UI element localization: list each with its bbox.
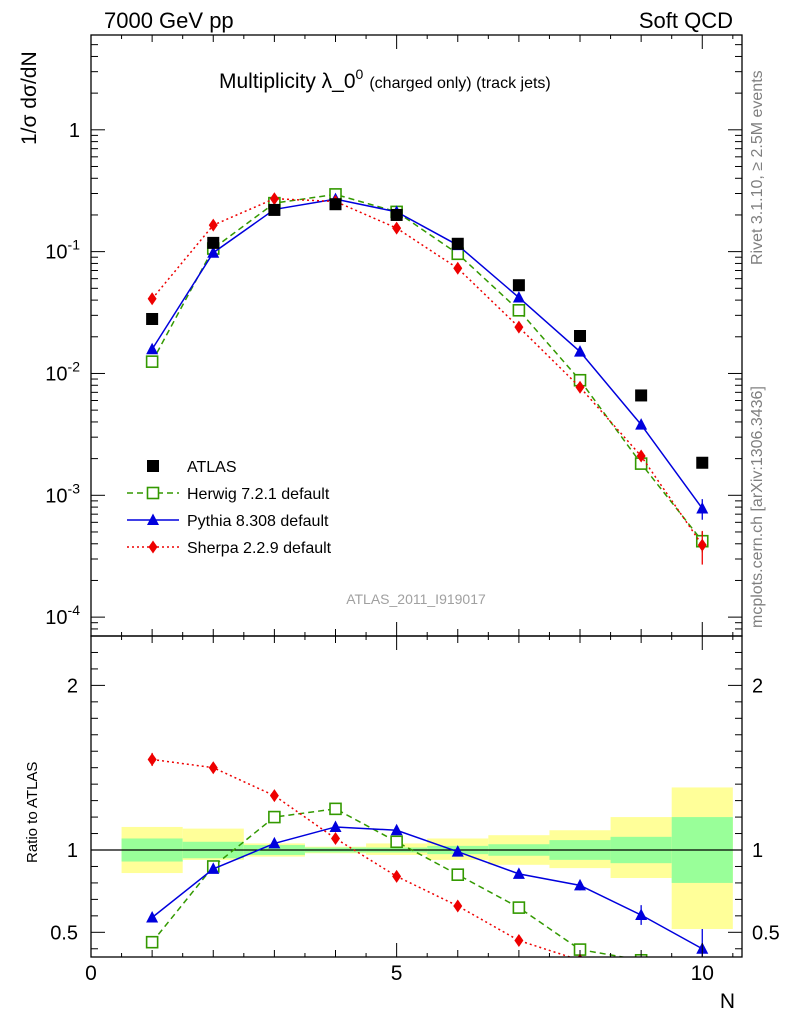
analysis-id: ATLAS_2011_I919017 — [346, 591, 486, 607]
ratio-point — [329, 802, 342, 816]
series-point — [512, 291, 525, 303]
ratio-y-tick-label: 1 — [67, 840, 78, 862]
x-tick-label: 5 — [391, 962, 403, 985]
ratio-y-tick-label-right: 2 — [752, 675, 763, 697]
data-point — [635, 389, 648, 402]
ratio-line-2 — [152, 758, 573, 957]
ratio-y-tick-label: 2 — [67, 675, 78, 697]
ratio-point — [268, 836, 281, 849]
data-point — [574, 330, 587, 343]
data-point — [512, 279, 525, 292]
ratio-point — [146, 910, 159, 923]
data-point — [329, 198, 342, 211]
series-point — [145, 355, 159, 368]
ratio-point — [453, 899, 463, 913]
ratio-point — [207, 862, 220, 874]
mcplots-reference-note: mcplots.cern.ch [arXiv:1306.3436] — [749, 386, 766, 628]
series-point — [512, 303, 526, 317]
ratio-point — [329, 820, 342, 832]
legend-marker-data — [147, 460, 159, 472]
series-point — [146, 342, 159, 355]
series-point — [207, 246, 220, 258]
series-point — [392, 221, 402, 235]
legend-label: Sherpa 2.2.9 default — [187, 540, 332, 557]
ratio-y-axis-label: Ratio to ATLAS — [24, 762, 41, 863]
y-tick-label: 10-4 — [45, 602, 80, 629]
plot-title: Multiplicity λ_00(charged only) (track j… — [219, 66, 551, 93]
axes: 0 5 10 10-4 10-3 10-2 10-1 1 0.5 0.5 1 1 2 2 — [45, 34, 780, 985]
y-tick-label: 10-2 — [45, 358, 80, 385]
ratio-y-tick-label-right: 0.5 — [752, 922, 780, 944]
series-point — [636, 449, 646, 463]
ratio-point — [208, 761, 218, 775]
data-point — [207, 236, 220, 249]
series-point — [147, 292, 157, 306]
series-point — [514, 320, 524, 334]
data-point — [451, 237, 464, 250]
ratio-point — [392, 869, 402, 883]
series-point — [575, 380, 585, 394]
data-point — [146, 312, 159, 325]
ratio-point — [390, 835, 403, 849]
legend: ATLAS Herwig 7.2.1 default Pythia 8.308 de… — [127, 459, 332, 557]
ratio-point — [512, 867, 525, 879]
data-point — [696, 456, 709, 469]
series-point — [574, 345, 587, 357]
legend-marker — [147, 513, 159, 525]
ratio-line-1 — [151, 826, 703, 950]
ratio-point — [147, 752, 157, 766]
ratio-frame — [90, 635, 743, 958]
ratio-point — [269, 789, 279, 803]
legend-label: Herwig 7.2.1 default — [187, 486, 330, 503]
series-point — [269, 192, 279, 206]
series-point — [453, 261, 463, 275]
ratio-point — [512, 901, 526, 914]
series-point — [208, 218, 218, 232]
ratio-point — [451, 845, 464, 857]
series-line-2 — [151, 197, 703, 546]
x-axis-label: N — [720, 990, 735, 1013]
ratio-point — [451, 868, 465, 881]
header-right: Soft QCD — [639, 8, 733, 33]
ratio-point — [268, 810, 281, 824]
ratio-bands — [91, 787, 742, 930]
ratio-point — [635, 908, 648, 921]
x-tick-label: 10 — [691, 962, 714, 985]
legend-label: Pythia 8.308 default — [187, 513, 329, 530]
data-point — [268, 203, 281, 216]
y-tick-label: 1 — [69, 120, 80, 142]
series-point — [696, 501, 709, 514]
series-point — [697, 538, 707, 552]
legend-marker — [146, 486, 160, 500]
ratio-point — [331, 831, 341, 845]
x-tick-label: 0 — [85, 962, 97, 985]
series-line-1 — [151, 198, 703, 509]
ratio-point — [637, 959, 646, 972]
y-tick-label: 10-1 — [45, 237, 80, 264]
ratio-y-tick-label-right: 1 — [752, 840, 763, 862]
data-point — [390, 208, 403, 221]
y-tick-label: 10-3 — [45, 480, 80, 507]
header-left: 7000 GeV pp — [104, 8, 234, 33]
main-series — [145, 188, 709, 565]
ratio-point — [574, 878, 587, 891]
series-point — [635, 418, 648, 430]
legend-label: ATLAS — [187, 459, 237, 476]
ratio-point — [514, 934, 524, 948]
legend-marker — [148, 540, 158, 554]
rivet-version-note: Rivet 3.1.10, ≥ 2.5M events — [749, 70, 766, 265]
ratio-point — [145, 935, 159, 949]
ratio-series — [145, 752, 709, 972]
y-axis-label: 1/σ dσ/dN — [18, 51, 41, 145]
ratio-point — [390, 823, 403, 836]
ratio-y-tick-label: 0.5 — [50, 922, 78, 944]
